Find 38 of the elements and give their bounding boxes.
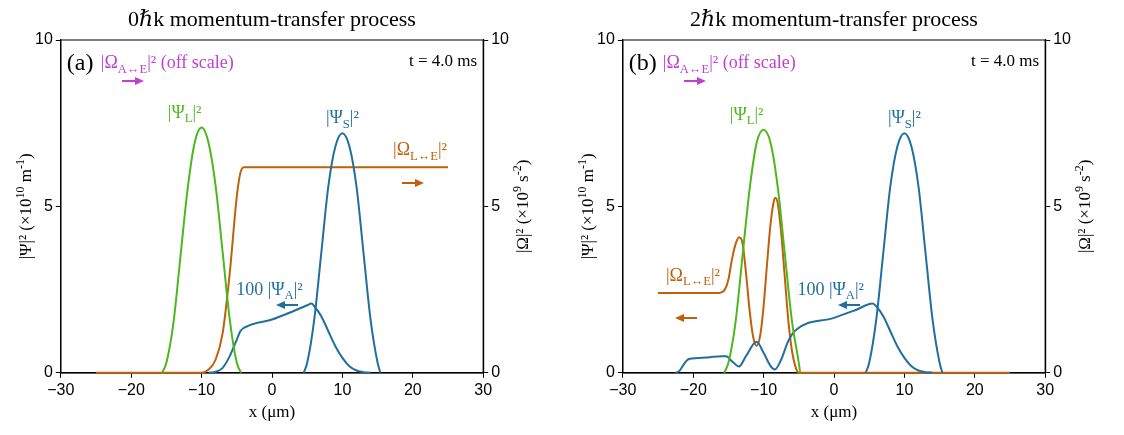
x-tick-label: −20 [679, 380, 707, 398]
y2-tick-label: 10 [491, 30, 510, 48]
annotation: t = 4.0 ms [409, 51, 478, 70]
x-tick-label: 30 [1036, 380, 1055, 398]
x-axis-title: x (μm) [810, 401, 858, 421]
x-tick-label: 10 [333, 380, 352, 398]
x-tick-label: 10 [895, 380, 914, 398]
annotation: (a) [66, 49, 94, 75]
line-series [657, 196, 1011, 374]
annotation: t = 4.0 ms [971, 51, 1040, 70]
x-axis-title: x (μm) [248, 401, 296, 421]
chart-title: 2ℏk momentum-transfer process [690, 6, 978, 31]
y-tick-label: 0 [605, 363, 615, 381]
y-axis-title: |Ψ|² (×1010 m-1) [575, 153, 597, 260]
x-tick-label: 0 [267, 380, 277, 398]
x-tick-label: 20 [403, 380, 422, 398]
x-tick-label: 30 [474, 380, 493, 398]
line-series [95, 166, 449, 374]
annotation: (b) [628, 49, 657, 75]
y-tick-label: 0 [43, 363, 53, 381]
y2-tick-label: 5 [491, 196, 501, 214]
y2-tick-label: 0 [491, 363, 501, 381]
y-tick-label: 5 [43, 196, 53, 214]
x-tick-label: −30 [47, 380, 75, 398]
x-tick-label: −30 [609, 380, 637, 398]
y-tick-label: 10 [35, 30, 53, 48]
y-tick-label: 10 [597, 30, 615, 48]
chart-title: 0ℏk momentum-transfer process [128, 6, 416, 31]
y-axis-title: |Ψ|² (×1010 m-1) [13, 153, 35, 260]
y2-tick-label: 10 [1053, 30, 1072, 48]
x-tick-label: −20 [117, 380, 145, 398]
x-tick-label: 20 [965, 380, 984, 398]
y2-tick-label: 0 [1053, 363, 1063, 381]
x-tick-label: −10 [188, 380, 216, 398]
x-tick-label: −10 [750, 380, 778, 398]
y-tick-label: 5 [605, 196, 615, 214]
y2-tick-label: 5 [1053, 196, 1063, 214]
x-tick-label: 0 [829, 380, 839, 398]
